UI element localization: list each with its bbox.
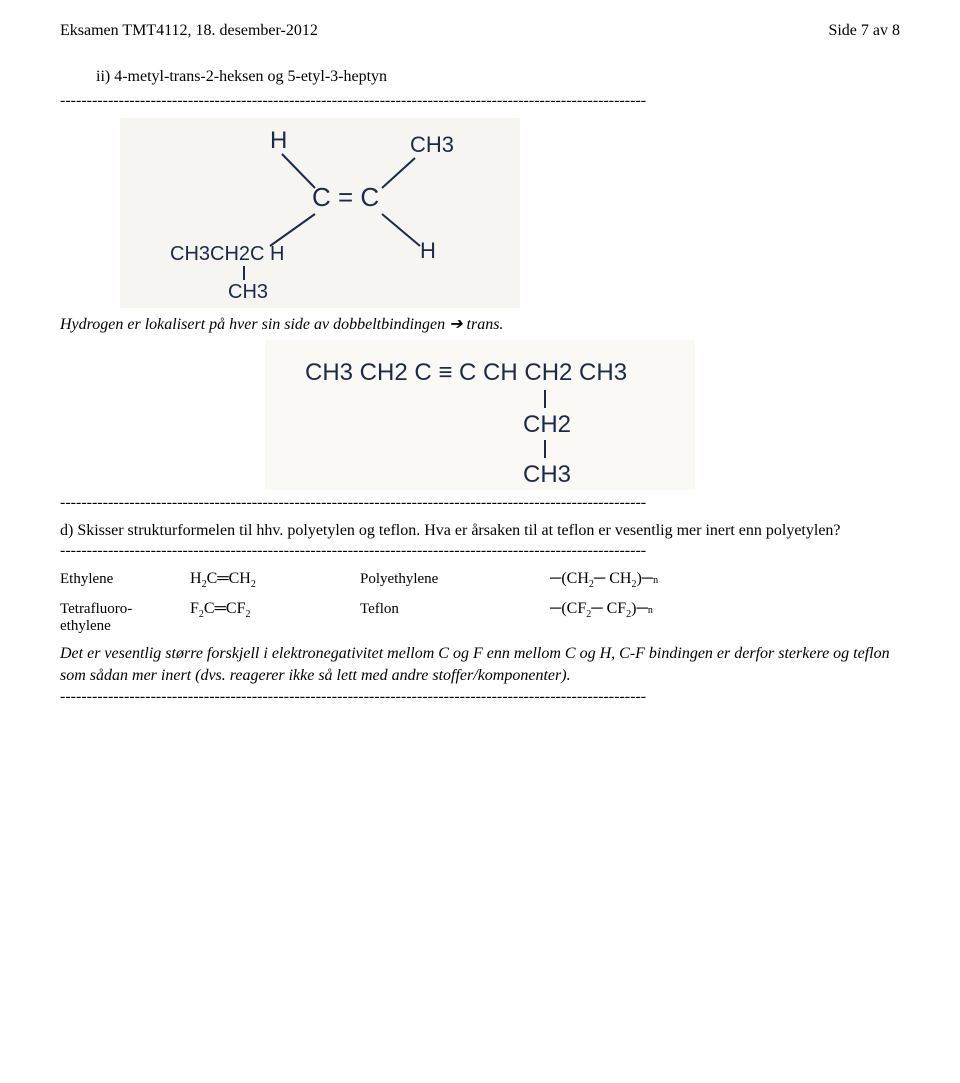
header-right: Side 7 av 8 [828, 22, 900, 40]
fig1-ch3-top: CH3 [410, 132, 454, 157]
p-t-2: ─ CF [591, 600, 626, 617]
f-t-4: CF [226, 600, 246, 617]
p-t-5: n [648, 605, 653, 616]
p-e-2: ─ CH [594, 570, 632, 587]
fig1-left-ch3: CH3 [228, 281, 268, 303]
f-e-0: H [190, 570, 202, 587]
f-e-5: 2 [251, 579, 256, 590]
poly-polymer-teflon: ─(CF2─ CF2)─n [550, 600, 653, 620]
question-ii: ii) 4-metyl-trans-2-heksen og 5-etyl-3-h… [96, 68, 900, 86]
poly-name-ethylene: Ethylene [60, 571, 190, 588]
fig2-line3: CH3 [523, 461, 571, 488]
statement-trans: Hydrogen er lokalisert på hver sin side … [60, 314, 900, 334]
poly-row-teflon: Tetrafluoro- ethylene F2C═CF2 Teflon ─(C… [60, 600, 900, 635]
poly-product-teflon: Teflon [360, 601, 550, 618]
f-e-4: CH [229, 570, 251, 587]
poly-row-ethylene: Ethylene H2C═CH2 Polyethylene ─(CH2─ CH2… [60, 570, 900, 590]
fig1-cc: C = C [312, 182, 379, 212]
statement-trans-a: Hydrogen er lokalisert på hver sin side … [60, 316, 449, 333]
figure-trans-heksen: H CH3 C = C H CH3CH2C H CH3 [120, 118, 520, 308]
poly-product-polyethylene: Polyethylene [360, 571, 550, 588]
p-t-4: )─ [631, 600, 648, 617]
fig1-h-top: H [270, 127, 287, 154]
fig2-line1: CH3 CH2 C ≡ C CH CH2 CH3 [305, 359, 627, 386]
question-d: d) Skisser strukturformelen til hhv. pol… [60, 522, 900, 540]
arrow-icon: ➔ [449, 316, 462, 333]
final-explanation: Det er vesentlig større forskjell i elek… [60, 643, 900, 686]
p-t-0: ─(CF [550, 600, 586, 617]
f-e-2: C [207, 570, 218, 587]
poly-formula-tfe: F2C═CF2 [190, 600, 360, 620]
p-e-0: ─(CH [550, 570, 589, 587]
p-e-5: n [653, 575, 658, 586]
statement-trans-b: trans. [463, 316, 504, 333]
divider-3: ----------------------------------------… [60, 542, 900, 560]
f-t-2: C [204, 600, 215, 617]
divider-4: ----------------------------------------… [60, 688, 900, 706]
header-left: Eksamen TMT4112, 18. desember-2012 [60, 22, 318, 40]
poly-name-tfe: Tetrafluoro- ethylene [60, 601, 190, 635]
fig2-line2: CH2 [523, 411, 571, 438]
f-t-0: F [190, 600, 199, 617]
figure-heptyn: CH3 CH2 C ≡ C CH CH2 CH3 CH2 CH3 [265, 340, 695, 490]
p-e-4: )─ [636, 570, 653, 587]
page-header: Eksamen TMT4112, 18. desember-2012 Side … [60, 22, 900, 40]
f-t-3: ═ [215, 600, 226, 617]
divider-2: ----------------------------------------… [60, 494, 900, 512]
fig1-h-right: H [420, 238, 436, 263]
poly-formula-ethylene: H2C═CH2 [190, 570, 360, 590]
f-t-5: 2 [246, 609, 251, 620]
poly-polymer-polyethylene: ─(CH2─ CH2)─n [550, 570, 658, 590]
f-e-3: ═ [217, 570, 228, 587]
page: Eksamen TMT4112, 18. desember-2012 Side … [0, 0, 960, 754]
divider-1: ----------------------------------------… [60, 92, 900, 110]
fig1-left-chain: CH3CH2C H [170, 243, 284, 265]
